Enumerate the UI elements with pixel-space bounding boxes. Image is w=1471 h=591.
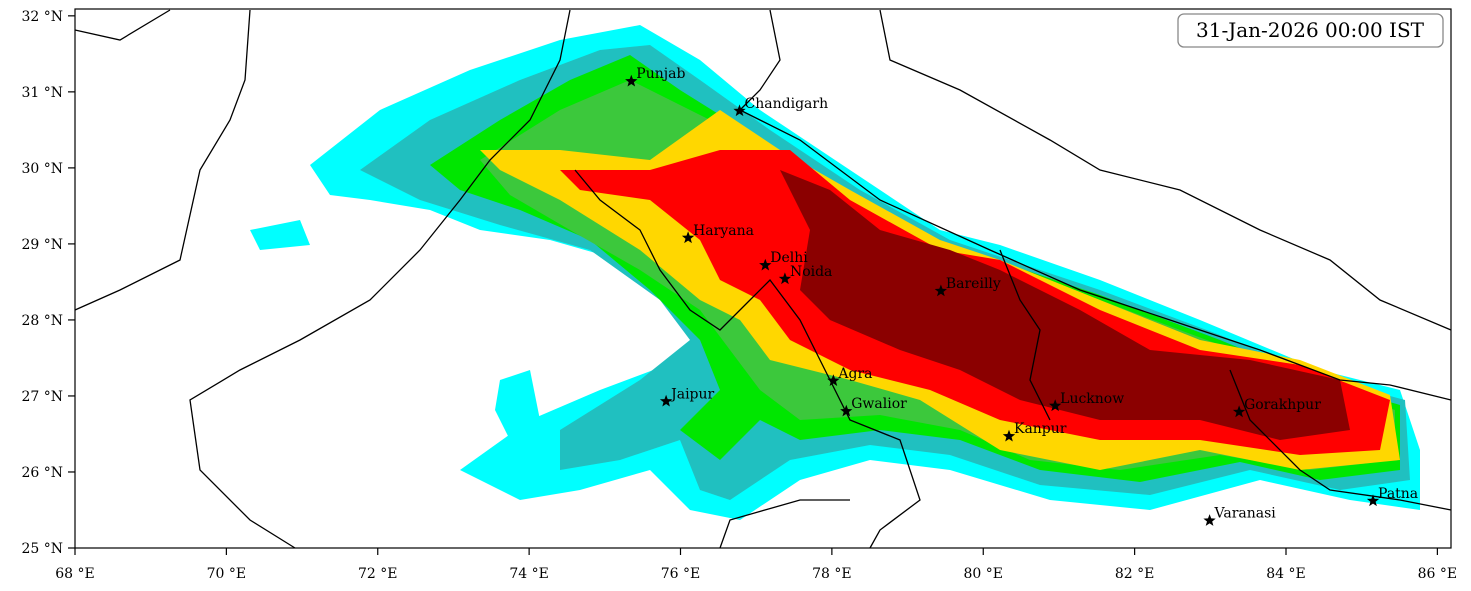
x-tick-label: 70 °E (207, 566, 246, 582)
y-tick-label: 27 °N (21, 389, 63, 405)
city-marker (1203, 514, 1216, 526)
city-marker (681, 231, 695, 244)
city-label: Gorakhpur (1244, 397, 1321, 413)
city-label: Kanpur (1014, 421, 1067, 437)
city-marker (934, 284, 947, 297)
city-label: Chandigarh (745, 96, 829, 112)
y-tick-label: 25 °N (21, 541, 63, 557)
map-frame (74, 8, 1452, 549)
city-marker (733, 104, 746, 117)
y-tick-label: 30 °N (21, 161, 63, 177)
city-label: Patna (1378, 486, 1418, 502)
x-tick-label: 82 °E (1115, 566, 1154, 582)
city-label: Delhi (770, 250, 808, 266)
city-marker (759, 258, 772, 271)
y-tick-label: 26 °N (21, 465, 63, 481)
city-label: Gwalior (851, 396, 907, 412)
rain-field (250, 25, 1420, 520)
x-tick-label: 76 °E (661, 566, 700, 582)
city-marker (1232, 405, 1246, 418)
x-tick-label: 84 °E (1266, 566, 1305, 582)
x-tick-label: 78 °E (812, 566, 851, 582)
city-label: Punjab (636, 66, 685, 82)
city-marker (1366, 494, 1380, 507)
city-label: Haryana (693, 223, 754, 239)
city-label: Varanasi (1214, 506, 1277, 522)
x-tick-label: 68 °E (55, 566, 94, 582)
city-label: Bareilly (946, 276, 1001, 292)
city-marker (659, 394, 673, 407)
city-marker (1002, 429, 1016, 442)
city-label: Agra (837, 366, 872, 382)
city-label: Lucknow (1060, 391, 1124, 407)
x-tick-label: 80 °E (964, 566, 1003, 582)
y-tick-label: 32 °N (21, 9, 63, 25)
x-tick-label: 86 °E (1418, 566, 1457, 582)
city-marker (827, 374, 840, 386)
city-label: Jaipur (669, 386, 714, 402)
city-marker (840, 404, 853, 417)
city-marker (778, 272, 792, 285)
timestamp: 31-Jan-2026 00:00 IST (1196, 18, 1425, 42)
y-tick-label: 31 °N (21, 85, 63, 101)
borders (74, 9, 1452, 549)
x-tick-label: 74 °E (509, 566, 548, 582)
x-tick-label: 72 °E (358, 566, 397, 582)
timestamp-box (1177, 13, 1444, 48)
y-tick-label: 29 °N (21, 237, 63, 253)
city-marker (625, 74, 638, 87)
city-label: Noida (790, 264, 832, 280)
y-tick-label: 28 °N (21, 313, 63, 329)
city-marker (1049, 399, 1062, 412)
